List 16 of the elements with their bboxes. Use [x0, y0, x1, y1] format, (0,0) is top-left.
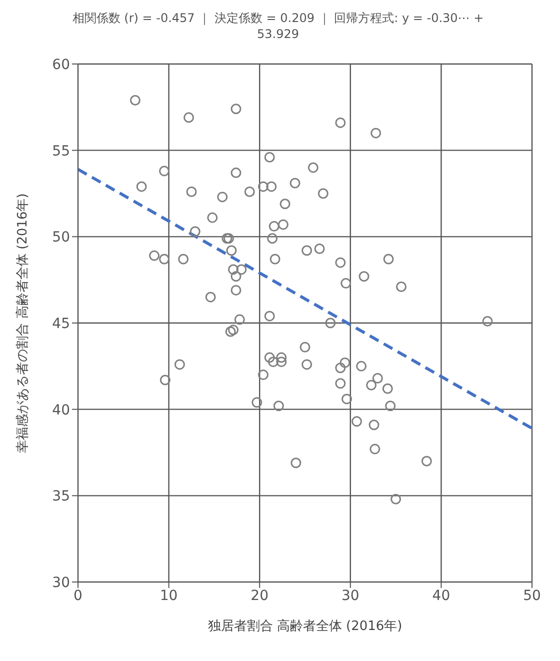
x-tick-label: 10 [160, 588, 178, 604]
x-tick-label: 40 [432, 588, 450, 604]
x-tick-label: 0 [74, 588, 82, 604]
y-tick-label: 60 [52, 56, 70, 73]
x-axis-title: 独居者割合 高齢者全体 (2016年) [208, 618, 402, 634]
x-tick-label: 20 [250, 588, 269, 604]
x-tick-label: 50 [523, 588, 541, 604]
x-tick-label: 30 [341, 588, 360, 604]
y-tick-label: 45 [52, 316, 70, 332]
y-axis-title: 幸福感がある者の割合 高齢者全体 (2016年) [14, 193, 31, 453]
y-tick-label: 50 [52, 230, 70, 246]
y-tick-label: 40 [52, 402, 70, 418]
y-tick-label: 35 [52, 488, 70, 505]
y-tick-label: 55 [52, 143, 70, 160]
chart-title: 相関係数 (r) = -0.457 ｜ 決定係数 = 0.209 ｜ 回帰方程式: y = -0.30⋯ + 53.929 [71, 10, 485, 42]
y-tick-label: 30 [52, 574, 70, 591]
